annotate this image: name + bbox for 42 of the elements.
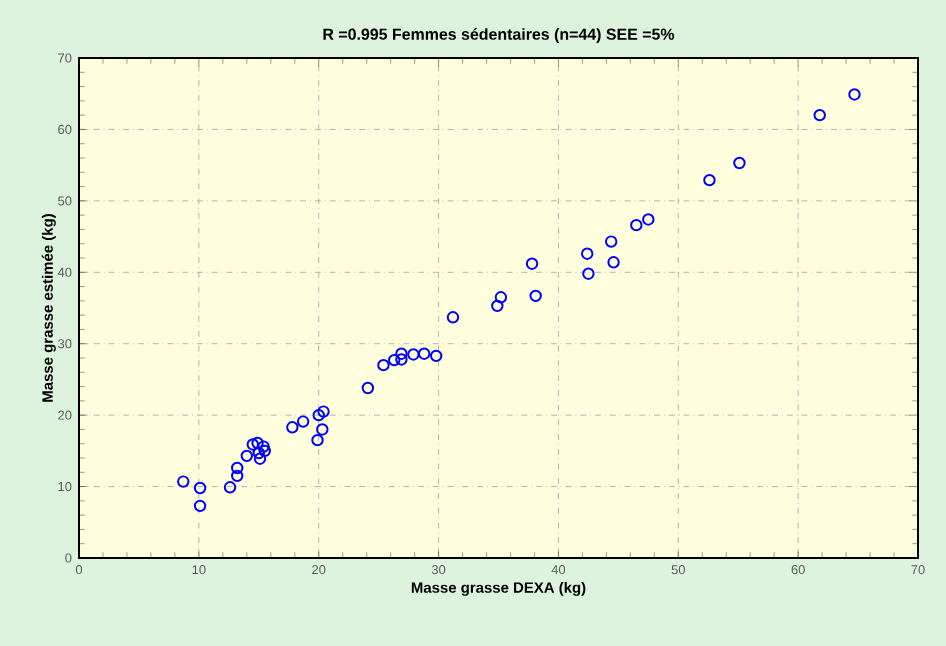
point [377, 358, 390, 372]
point [246, 438, 259, 451]
point [252, 446, 265, 460]
point [231, 469, 244, 483]
point [607, 256, 620, 269]
point [177, 475, 190, 488]
point [311, 433, 324, 447]
point [407, 348, 420, 361]
point [446, 311, 460, 324]
point [395, 353, 408, 366]
point [417, 347, 431, 360]
point [193, 499, 207, 513]
point [395, 347, 408, 360]
point [258, 444, 271, 458]
point [491, 299, 504, 313]
point [813, 108, 826, 122]
point [296, 415, 310, 428]
point [581, 247, 594, 260]
point [525, 257, 539, 270]
point [231, 461, 244, 475]
point [529, 289, 542, 303]
point [223, 481, 237, 494]
point [361, 381, 375, 395]
point [604, 235, 618, 248]
point [848, 88, 861, 101]
point [388, 353, 401, 367]
point [240, 449, 253, 463]
point [193, 481, 207, 495]
point [312, 408, 325, 422]
point [642, 213, 655, 226]
point [286, 421, 299, 434]
point [582, 267, 595, 280]
point [494, 291, 508, 304]
point [630, 218, 643, 232]
point [429, 349, 443, 363]
point [316, 423, 329, 436]
point [317, 405, 330, 418]
point [257, 440, 270, 453]
point [733, 156, 746, 170]
point [253, 452, 267, 465]
point [251, 436, 264, 450]
point [703, 173, 716, 187]
